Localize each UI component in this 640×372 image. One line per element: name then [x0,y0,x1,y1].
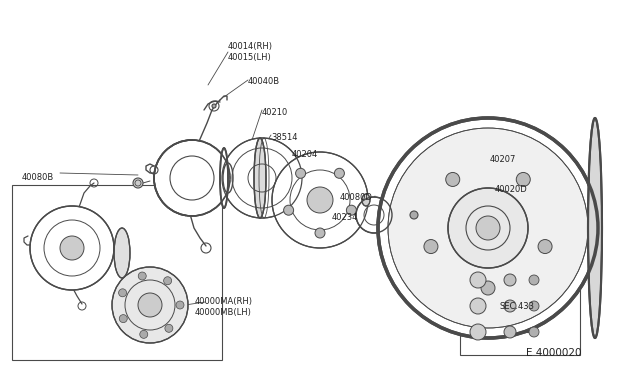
Circle shape [445,173,460,186]
Circle shape [470,324,486,340]
Circle shape [30,206,114,290]
Circle shape [176,301,184,309]
Text: 40020D: 40020D [495,185,528,194]
Circle shape [140,330,148,339]
Circle shape [470,272,486,288]
Circle shape [296,168,306,178]
Bar [12,185,222,360]
Circle shape [481,281,495,295]
Circle shape [112,267,188,343]
Circle shape [138,272,146,280]
Circle shape [138,293,162,317]
Circle shape [516,173,531,186]
Text: 40014(RH)
40015(LH): 40014(RH) 40015(LH) [228,42,273,62]
Text: 40080D: 40080D [340,193,373,202]
Ellipse shape [223,163,233,193]
Circle shape [164,277,172,285]
Circle shape [119,315,127,323]
Circle shape [307,187,333,213]
Circle shape [165,324,173,332]
Circle shape [133,178,143,188]
Circle shape [118,289,127,297]
Bar [460,265,580,355]
Circle shape [476,216,500,240]
Circle shape [529,275,539,285]
Circle shape [334,168,344,178]
Circle shape [154,140,230,216]
Text: 40080B: 40080B [22,173,54,182]
Circle shape [272,152,368,248]
Text: SEC.433: SEC.433 [500,302,535,311]
Text: 38514: 38514 [271,133,298,142]
Ellipse shape [254,138,266,218]
Circle shape [448,188,528,268]
Circle shape [529,327,539,337]
Circle shape [212,104,216,108]
Circle shape [378,118,598,338]
Circle shape [410,211,418,219]
Circle shape [504,274,516,286]
Text: 40210: 40210 [262,108,288,117]
Ellipse shape [362,194,370,206]
Circle shape [504,300,516,312]
Circle shape [529,301,539,311]
Circle shape [315,228,325,238]
Ellipse shape [114,228,130,278]
Text: 40207: 40207 [490,155,516,164]
Circle shape [538,240,552,254]
Text: 40234: 40234 [332,213,358,222]
Circle shape [222,138,302,218]
Text: 40204: 40204 [292,150,318,159]
Circle shape [356,197,392,233]
Text: 40040B: 40040B [248,77,280,86]
Circle shape [504,326,516,338]
Text: E 4000020: E 4000020 [526,348,582,358]
Circle shape [60,236,84,260]
Circle shape [346,205,356,215]
Ellipse shape [220,148,228,208]
Circle shape [424,240,438,254]
Text: 40000MA(RH)
40000MB(LH): 40000MA(RH) 40000MB(LH) [195,297,253,317]
Circle shape [388,128,588,328]
Circle shape [470,298,486,314]
Ellipse shape [588,118,602,338]
Circle shape [284,205,294,215]
